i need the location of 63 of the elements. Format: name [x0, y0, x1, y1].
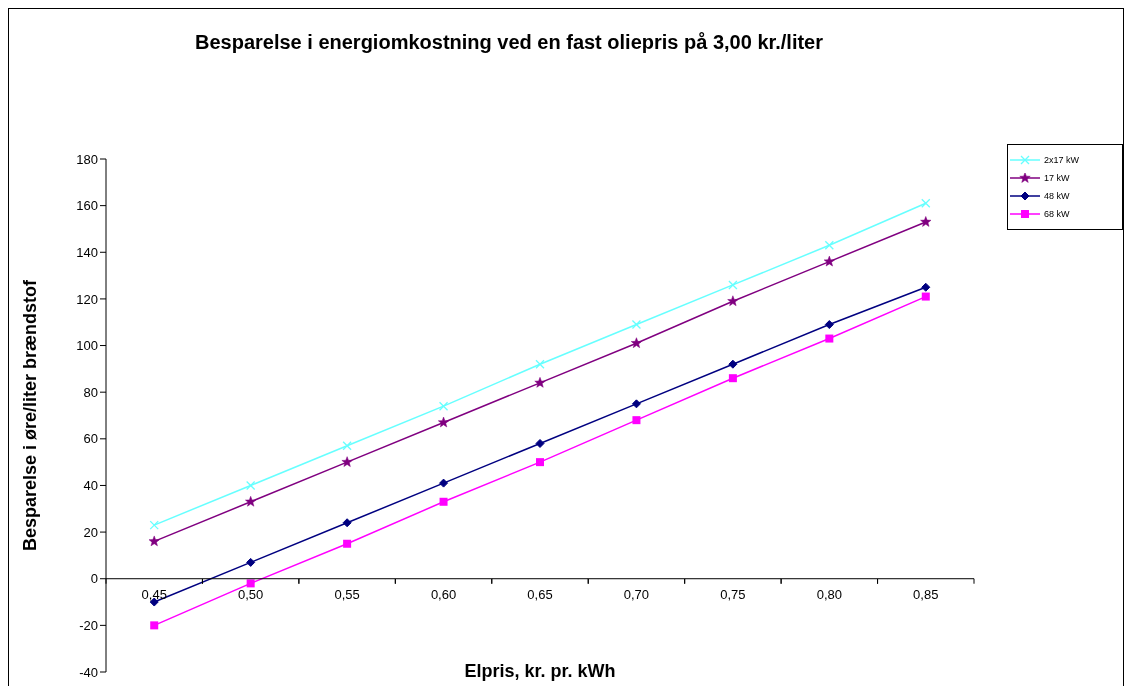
- point: [342, 518, 352, 528]
- point: [535, 359, 545, 369]
- point: [149, 520, 159, 530]
- y-tick-label: 120: [76, 291, 98, 307]
- legend-label: 48 kW: [1044, 191, 1070, 201]
- x-tick-label: 0,65: [527, 586, 553, 602]
- point: [728, 359, 738, 369]
- point: [728, 374, 737, 383]
- point: [246, 480, 256, 491]
- point: [438, 401, 449, 411]
- point: [343, 539, 352, 548]
- point: [727, 295, 739, 306]
- y-tick-label: 160: [76, 198, 98, 214]
- point: [921, 282, 931, 292]
- x-tick-label: 0,75: [720, 586, 746, 602]
- y-axis-title: Besparelse i øre/liter brændstof: [20, 278, 41, 552]
- point: [632, 416, 641, 425]
- point: [823, 255, 835, 267]
- point: [438, 416, 450, 428]
- y-tick-label: 100: [76, 338, 98, 354]
- point: [921, 292, 930, 301]
- x-tick-label: 0,45: [141, 586, 167, 602]
- x-tick-label: 0,70: [623, 586, 650, 602]
- x-tick-label: 0,55: [334, 586, 360, 602]
- y-tick-label: 40: [83, 478, 98, 494]
- x-tick-label: 0,50: [238, 586, 264, 602]
- point: [631, 319, 642, 330]
- point: [536, 458, 544, 467]
- point: [631, 399, 641, 409]
- point: [920, 216, 932, 227]
- y-tick-label: -20: [79, 617, 98, 633]
- point: [439, 478, 449, 488]
- x-tick-label: 0,85: [913, 586, 939, 602]
- chart-title: Besparelse i energiomkostning ved en fast oliepris på 3,00 kr./liter: [194, 31, 824, 54]
- y-tick-label: 20: [83, 524, 98, 540]
- y-tick-label: 140: [76, 244, 98, 260]
- point: [630, 337, 642, 348]
- x-tick-label: 0,60: [430, 586, 457, 602]
- y-tick-label: 60: [83, 431, 98, 447]
- point: [342, 441, 352, 451]
- legend-label: 17 kW: [1044, 173, 1070, 183]
- y-tick-label: 180: [76, 151, 98, 167]
- point: [246, 557, 256, 567]
- point: [824, 320, 834, 330]
- point: [150, 621, 159, 630]
- legend-label: 68 kW: [1044, 209, 1070, 219]
- x-tick-label: 0,80: [816, 586, 842, 602]
- point: [824, 240, 834, 250]
- point: [535, 438, 545, 448]
- point: [148, 535, 160, 547]
- point: [534, 377, 546, 388]
- y-tick-label: 0: [90, 571, 98, 587]
- point: [341, 456, 353, 467]
- point: [246, 579, 255, 588]
- point: [439, 497, 448, 506]
- point: [728, 280, 738, 290]
- point: [825, 334, 834, 343]
- x-axis-title: Elpris, kr. pr. kWh: [463, 661, 617, 682]
- point: [245, 496, 257, 507]
- y-tick-label: -40: [79, 664, 98, 680]
- legend-label: 2x17 kW: [1044, 155, 1080, 165]
- point: [921, 198, 931, 208]
- y-tick-label: 80: [83, 384, 98, 400]
